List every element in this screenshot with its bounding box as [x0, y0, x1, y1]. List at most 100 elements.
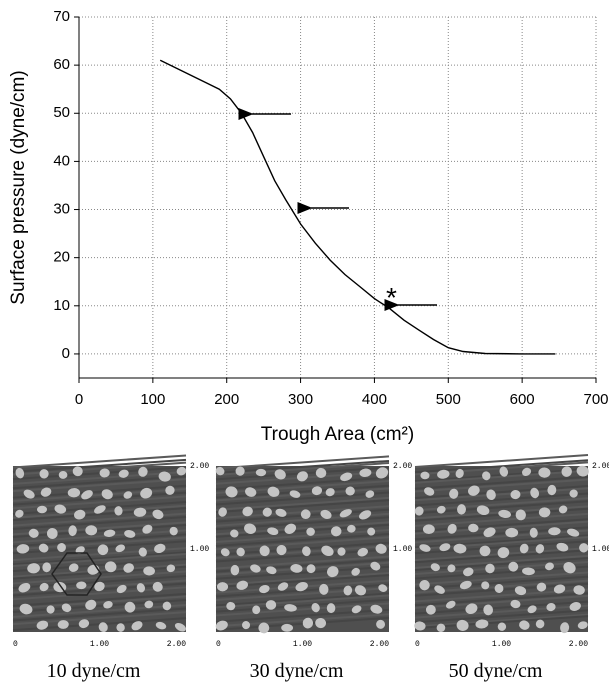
particle	[218, 507, 227, 517]
texture	[215, 541, 390, 556]
particle	[140, 487, 153, 499]
particle	[98, 622, 108, 633]
particle	[236, 547, 245, 557]
texture	[414, 484, 589, 499]
texture	[414, 520, 589, 535]
image-caption: 10 dyne/cm	[47, 660, 141, 682]
texture	[414, 613, 589, 628]
particle	[28, 528, 39, 538]
particle	[235, 466, 245, 476]
image-x-tick-label: 0	[13, 640, 18, 649]
particle	[339, 509, 352, 518]
texture	[414, 478, 589, 493]
particle	[563, 562, 576, 574]
x-axis-label: Trough Area (cm²)	[261, 424, 414, 445]
particle	[61, 603, 72, 613]
particle	[337, 547, 346, 556]
y-tick-label: 60	[53, 56, 70, 73]
particle	[81, 490, 93, 500]
particle	[215, 466, 225, 476]
particle	[311, 602, 320, 613]
image-x-tick-label: 1.00	[90, 640, 109, 649]
particle	[124, 601, 136, 613]
particle	[359, 468, 372, 477]
texture	[414, 604, 589, 619]
texture	[414, 609, 589, 624]
particle	[236, 580, 249, 590]
particle	[166, 564, 176, 573]
texture	[12, 607, 187, 622]
particle	[569, 602, 581, 611]
texture	[215, 459, 390, 474]
particle	[39, 469, 49, 479]
particle	[306, 527, 315, 536]
y-tick-label: 50	[53, 104, 70, 121]
particle	[99, 468, 110, 478]
particle	[577, 621, 588, 630]
particle	[325, 488, 335, 497]
particle	[475, 619, 489, 629]
particle	[556, 542, 569, 552]
particle	[58, 470, 68, 479]
particle	[274, 469, 286, 480]
texture	[215, 558, 390, 573]
particle	[255, 468, 267, 477]
particle	[85, 525, 98, 536]
particle	[75, 546, 85, 554]
y-tick-label: 70	[53, 8, 70, 25]
particle	[265, 600, 277, 610]
particle	[275, 508, 287, 517]
particle	[152, 509, 164, 520]
particle	[85, 599, 97, 610]
texture	[12, 515, 187, 530]
particle	[101, 489, 113, 500]
texture	[12, 592, 187, 607]
particle	[133, 507, 147, 517]
particle	[424, 487, 435, 496]
x-tick-label: 500	[436, 391, 461, 408]
texture	[12, 491, 187, 506]
particle	[259, 545, 270, 557]
particle	[40, 487, 52, 497]
image-x-tick-label: 0	[415, 640, 420, 649]
texture	[12, 454, 187, 469]
particle	[245, 487, 257, 497]
particle	[535, 544, 545, 554]
particle	[94, 581, 105, 592]
particle	[455, 468, 464, 479]
particle	[162, 601, 172, 611]
x-tick-label: 0	[75, 391, 83, 408]
particle	[225, 486, 238, 498]
particle	[419, 580, 430, 591]
particle	[244, 523, 257, 534]
x-tick-label: 400	[362, 391, 387, 408]
image-y-tick-label: 2.00	[393, 462, 412, 471]
particle	[226, 601, 236, 611]
particle	[165, 485, 175, 495]
particle	[463, 567, 474, 577]
particle	[143, 566, 155, 576]
texture	[414, 594, 589, 609]
particle	[579, 543, 589, 553]
particle	[459, 580, 472, 590]
image-y-tick-label: 2.00	[592, 462, 609, 471]
texture	[12, 487, 187, 502]
particle	[519, 620, 530, 630]
texture	[414, 565, 589, 580]
particle	[250, 564, 261, 573]
particle	[546, 602, 556, 612]
y-tick-label: 0	[62, 345, 70, 362]
particle	[573, 585, 585, 595]
particle	[18, 582, 31, 593]
particle	[449, 488, 459, 499]
texture	[215, 491, 390, 506]
particle	[311, 486, 323, 496]
particle	[115, 544, 126, 553]
texture	[215, 521, 390, 536]
particle	[262, 507, 272, 517]
particle	[499, 466, 509, 477]
particle	[375, 467, 389, 479]
texture	[215, 476, 390, 491]
image-x-tick-label: 0	[216, 640, 221, 649]
particle	[73, 509, 86, 520]
